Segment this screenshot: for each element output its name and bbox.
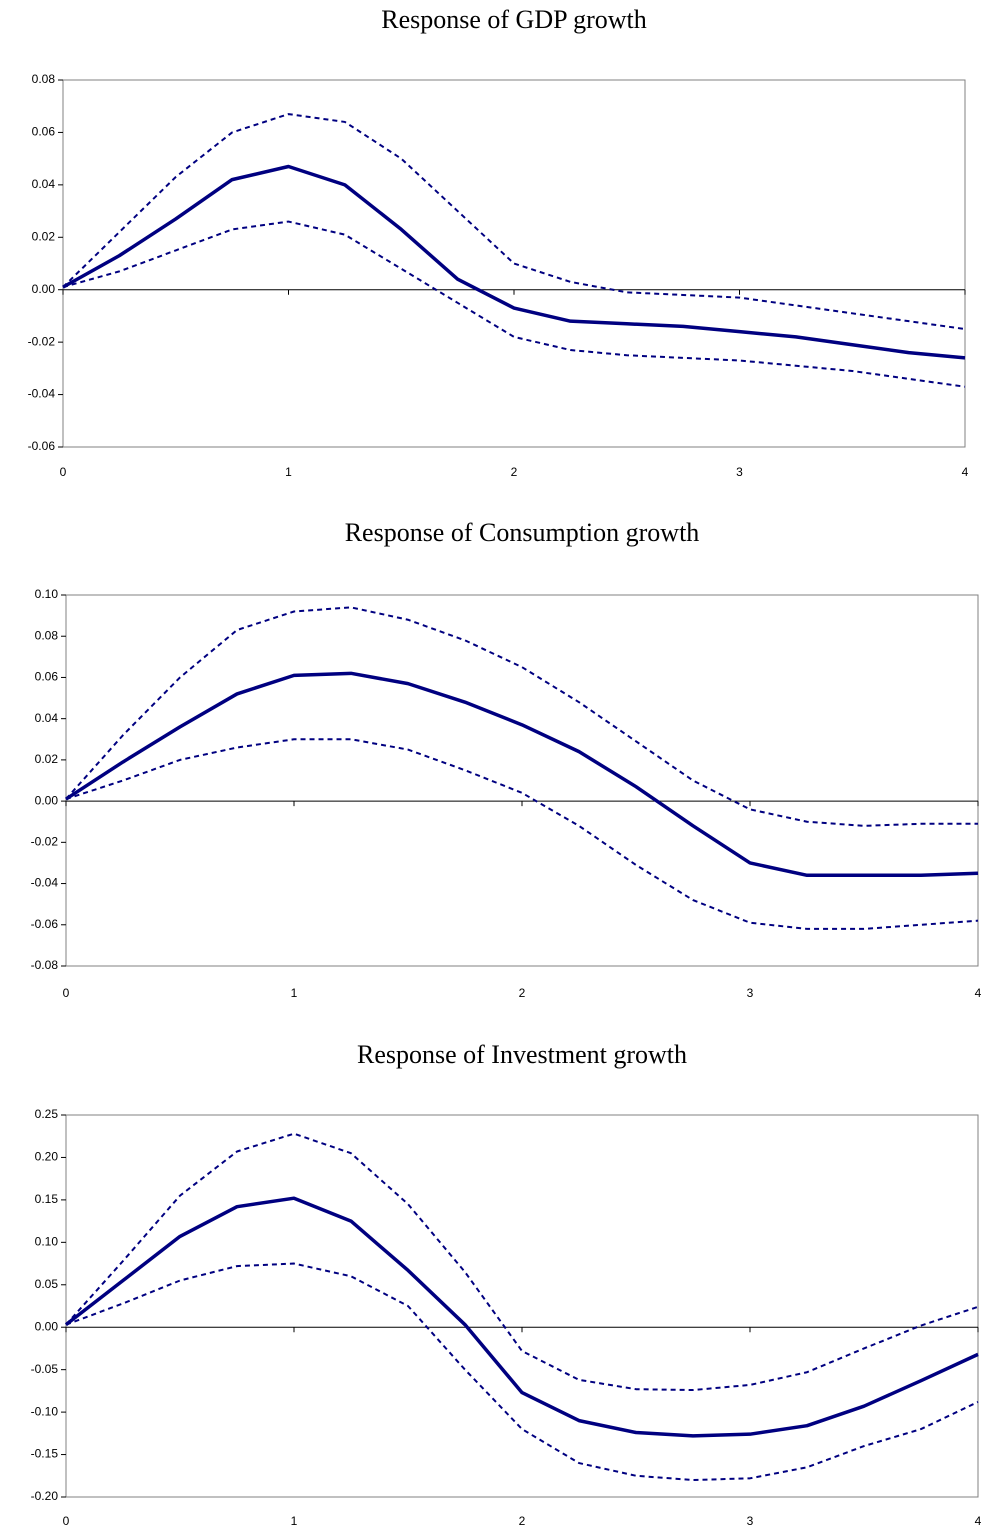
y-tick-label: 0.15	[35, 1192, 59, 1206]
y-tick-label: -0.10	[31, 1404, 59, 1418]
y-tick-label: -0.20	[31, 1489, 59, 1503]
y-tick-label: 0.02	[32, 229, 56, 243]
x-tick-label: 4	[975, 1514, 982, 1528]
band-line	[65, 738, 979, 930]
plot-area	[65, 594, 979, 967]
x-tick-label: 3	[747, 986, 754, 1000]
y-tick-label: -0.04	[31, 876, 59, 890]
y-tick-label: 0.20	[35, 1150, 59, 1164]
chart-title: Response of Consumption growth	[345, 518, 700, 547]
chart-title: Response of Investment growth	[357, 1040, 687, 1069]
band-line	[65, 1262, 979, 1482]
y-tick-label: 0.08	[32, 72, 56, 86]
y-tick-label: 0.25	[35, 1107, 59, 1121]
y-tick-label: 0.10	[35, 1235, 59, 1249]
chart-title: Response of GDP growth	[381, 5, 647, 34]
y-tick-label: -0.08	[31, 958, 59, 972]
y-tick-label: 0.05	[35, 1277, 59, 1291]
x-tick-label: 4	[962, 465, 969, 479]
band-line	[62, 220, 966, 388]
response-line	[62, 164, 966, 360]
x-tick-label: 1	[285, 465, 292, 479]
x-tick-label: 1	[291, 1514, 298, 1528]
x-tick-label: 0	[60, 465, 67, 479]
y-tick-label: -0.05	[31, 1362, 59, 1376]
y-tick-label: 0.02	[35, 752, 59, 766]
y-tick-label: 0.00	[35, 793, 59, 807]
plot-area	[62, 79, 966, 448]
y-tick-label: -0.06	[31, 917, 59, 931]
x-tick-label: 2	[511, 465, 518, 479]
x-tick-label: 2	[519, 986, 526, 1000]
y-tick-label: 0.10	[35, 587, 59, 601]
y-tick-label: 0.00	[35, 1319, 59, 1333]
x-tick-label: 3	[747, 1514, 754, 1528]
band-line	[62, 113, 966, 331]
x-tick-label: 4	[975, 986, 982, 1000]
y-tick-label: 0.06	[32, 125, 56, 139]
y-tick-label: -0.02	[31, 835, 59, 849]
y-tick-label: -0.06	[28, 439, 56, 453]
x-tick-label: 2	[519, 1514, 526, 1528]
response-line	[65, 671, 979, 878]
plot-area	[65, 1114, 979, 1498]
y-tick-label: 0.06	[35, 670, 59, 684]
y-tick-label: 0.04	[35, 711, 59, 725]
response-line	[64, 1196, 979, 1438]
x-tick-label: 0	[63, 1514, 70, 1528]
y-tick-label: 0.04	[32, 177, 56, 191]
band-line	[65, 606, 978, 827]
y-tick-label: -0.02	[28, 334, 56, 348]
x-tick-label: 3	[736, 465, 743, 479]
y-tick-label: 0.00	[32, 282, 56, 296]
x-tick-label: 1	[291, 986, 298, 1000]
y-tick-label: 0.08	[35, 628, 59, 642]
band-line	[65, 1132, 979, 1392]
y-tick-label: -0.04	[28, 387, 56, 401]
y-tick-label: -0.15	[31, 1447, 59, 1461]
x-tick-label: 0	[63, 986, 70, 1000]
